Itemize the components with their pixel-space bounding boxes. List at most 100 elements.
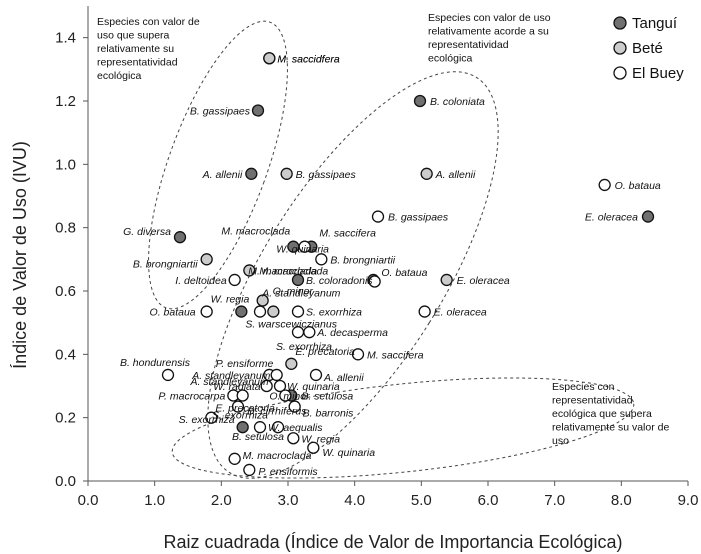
point-label: E. oleracea — [457, 275, 510, 287]
annotation-line: uso — [552, 435, 569, 447]
point-el-buey — [161, 368, 175, 382]
point-label: O. minor — [269, 391, 310, 403]
point-label: A. decasperma — [316, 327, 388, 339]
axes: 0.0 1.0 2.0 3.0 4.0 5.0 6.0 7.0 8.0 9.0 0.0 0.2 0.4 0… — [55, 6, 698, 509]
point-el-buey — [200, 305, 213, 318]
point-el-buey — [371, 210, 385, 223]
point-label: E. precatoria — [295, 346, 355, 358]
point-bete — [263, 52, 276, 65]
point-label: M. saccifera — [367, 349, 424, 361]
annotation-text: Especies con valor de uso que supera relat… — [97, 16, 200, 82]
point-label: A. allenii — [202, 169, 243, 181]
point-label: B. hondurensis — [120, 357, 191, 369]
y-tick-label: 0.0 — [55, 473, 76, 490]
x-tick-label: 7.0 — [544, 492, 565, 509]
point-tangui — [173, 231, 187, 244]
point-el-buey — [309, 368, 323, 382]
point-el-buey — [287, 432, 300, 445]
point-label: W. radiata — [213, 381, 261, 393]
y-tick-label: 0.6 — [55, 283, 76, 300]
y-tick-label: 0.2 — [55, 410, 76, 427]
x-tick-label: 8.0 — [611, 492, 632, 509]
point-el-buey — [236, 389, 249, 402]
point-bete — [440, 273, 453, 287]
point-label: B. coloniata — [430, 96, 485, 108]
point-tangui — [236, 421, 249, 434]
legend-marker — [613, 16, 627, 30]
region-ellipse-high-use — [148, 20, 288, 310]
point-label: B. gassipaes — [190, 106, 251, 118]
legend: Tanguí Beté El Buey — [613, 15, 684, 82]
point-label: P. macrocarpa — [158, 391, 225, 403]
point-el-buey — [291, 305, 305, 318]
point-label: A. standleyanum — [189, 376, 268, 388]
region-ellipse-balanced — [207, 71, 499, 479]
point-bete — [256, 294, 269, 307]
point-label: O. bataua — [381, 267, 427, 279]
point-label: S. exorrhiza — [306, 307, 362, 319]
y-axis-title: Índice de Valor de Uso (IVU) — [10, 141, 30, 369]
x-tick-label: 5.0 — [411, 492, 432, 509]
point-el-buey — [368, 275, 381, 288]
point-label: E. oleracea — [585, 212, 638, 224]
x-tick-label: 0.0 — [78, 492, 99, 509]
point-label: D. cirrhiferus — [247, 406, 307, 418]
point-label: P. ensiforme — [216, 358, 274, 370]
point-el-buey — [288, 400, 301, 413]
annotation-line: uso que supera — [97, 30, 170, 42]
point-label: W. aequalis — [268, 422, 323, 434]
point-el-buey — [228, 273, 241, 287]
point-el-buey — [298, 240, 311, 253]
point-label: A. allenii — [435, 169, 476, 181]
point-label: M. macroclada — [243, 450, 312, 462]
point-label: O. minor — [273, 286, 314, 298]
region-ellipse-high-ecology — [171, 377, 635, 479]
point-label: W. regia — [211, 294, 250, 306]
annotation-line: representatividad — [97, 57, 178, 69]
point-label: W. quinaria — [322, 447, 375, 459]
point-el-buey — [307, 441, 320, 454]
annotation-line: relativamente acorde a su — [428, 26, 549, 38]
point-label: E. oleracea — [434, 307, 487, 319]
x-tick-label: 9.0 — [678, 492, 699, 509]
annotations: Especies con valor de uso que supera relat… — [97, 12, 669, 447]
point-labels: M. saccidfera B. gassipaes B. coloniata A. … — [120, 53, 661, 478]
point-el-buey — [279, 389, 292, 402]
point-label: B. brongniartii — [133, 258, 198, 270]
annotation-line: representatividad — [552, 395, 633, 407]
point-label: P. ensiformis — [258, 466, 318, 478]
legend-label: Beté — [632, 40, 663, 57]
point-label: W. regia — [301, 433, 340, 445]
point-el-buey — [253, 305, 267, 318]
annotation-line: relativamente su valor de — [552, 422, 669, 434]
legend-label: El Buey — [632, 65, 684, 82]
point-tangui — [413, 94, 427, 108]
point-label: S. exorrhiza — [179, 414, 235, 426]
point-label: E. precatoria — [215, 403, 275, 415]
data-points — [161, 52, 655, 477]
point-el-buey — [205, 411, 218, 424]
annotation-line: representatividad — [428, 39, 509, 51]
point-label: M. macroclada — [259, 265, 328, 277]
point-bete — [200, 253, 213, 266]
point-tangui — [641, 210, 655, 223]
x-axis-title: Raiz cuadrada (Índice de Valor de Import… — [164, 532, 623, 552]
legend-marker — [613, 41, 627, 55]
point-bete — [280, 167, 293, 180]
point-label: B. setulosa — [301, 391, 353, 403]
annotation-line: ecológica que supera — [552, 408, 652, 420]
point-el-buey — [228, 452, 241, 465]
point-label: G. diversa — [123, 226, 171, 238]
point-el-buey — [231, 400, 245, 413]
annotation-line: relativamente su — [97, 43, 174, 55]
point-bete — [267, 305, 280, 318]
x-tick-label: 2.0 — [211, 492, 232, 509]
point-el-buey — [253, 421, 267, 434]
point-el-buey — [351, 348, 365, 361]
annotation-line: Especies con valor de — [97, 16, 200, 28]
point-bete — [243, 264, 256, 277]
x-tick-label: 1.0 — [144, 492, 165, 509]
point-label: M. saccidfera — [277, 53, 340, 65]
point-label: M. saccifera — [319, 228, 376, 240]
